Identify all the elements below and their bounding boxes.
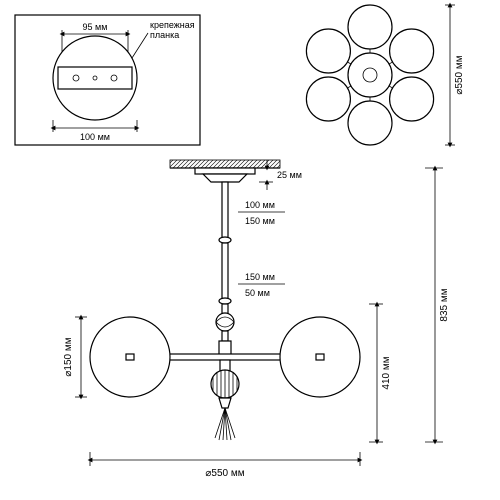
rod2-bot: 50 мм <box>245 288 270 298</box>
diagram-canvas: 95 мм крепежная планка 100 мм <box>0 0 500 500</box>
bracket-text-1: крепежная <box>150 20 195 30</box>
rod2-top: 150 мм <box>245 272 275 282</box>
top-view: ⌀550 мм <box>306 5 465 145</box>
canopy-h-label: 25 мм <box>277 170 302 180</box>
mounting-plate-box: 95 мм крепежная планка 100 мм <box>15 15 200 145</box>
bracket-width-label: 95 мм <box>83 22 108 32</box>
rod1-bot: 150 мм <box>245 216 275 226</box>
bracket-text-2: планка <box>150 30 179 40</box>
rod1-top: 100 мм <box>245 200 275 210</box>
span-label: ⌀550 мм <box>205 468 244 479</box>
plate-width-label: 100 мм <box>80 132 110 142</box>
globe-dia-label: ⌀150 мм <box>63 337 74 376</box>
top-diameter-label: ⌀550 мм <box>454 55 465 94</box>
body-h-label: 410 мм <box>381 356 392 389</box>
side-view: 25 мм 100 мм 150 мм 150 мм 50 мм <box>63 160 450 479</box>
total-h-label: 835 мм <box>439 288 450 321</box>
